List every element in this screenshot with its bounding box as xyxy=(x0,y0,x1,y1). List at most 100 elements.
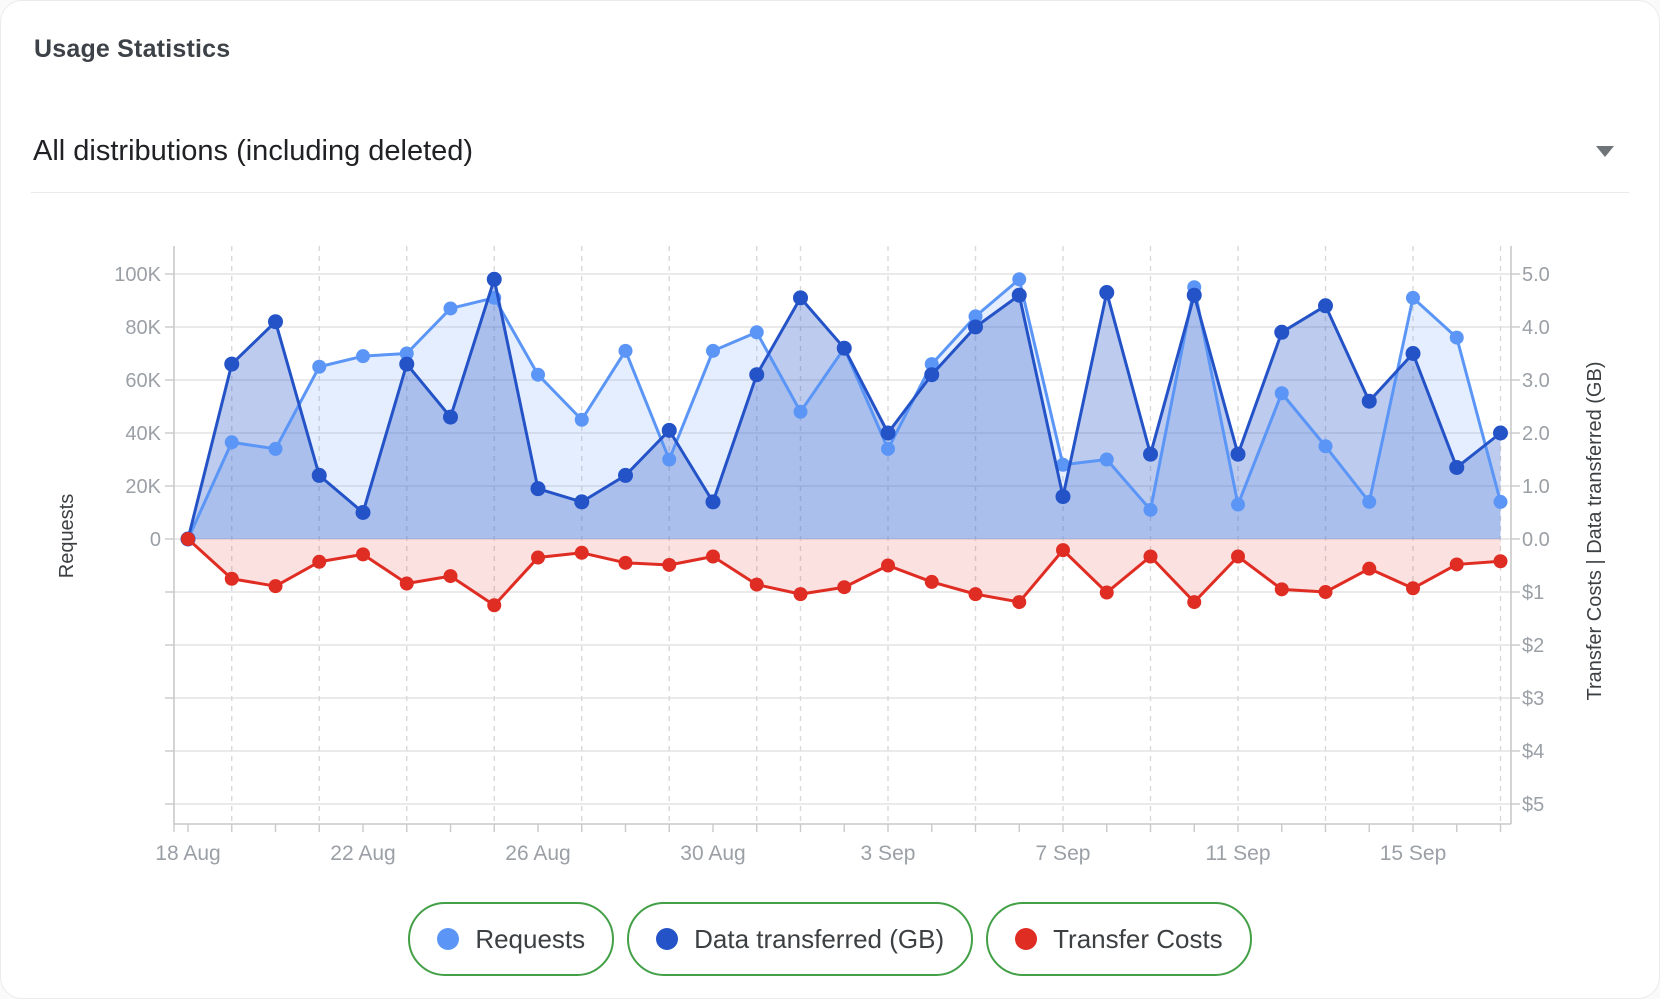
data-point xyxy=(574,494,590,510)
requests-series-dot-icon xyxy=(437,928,460,950)
svg-text:26 Aug: 26 Aug xyxy=(505,842,570,865)
data-point xyxy=(1274,324,1290,340)
chevron-down-icon xyxy=(1596,146,1614,157)
data-point xyxy=(1493,494,1508,509)
data-point xyxy=(181,532,195,546)
data-point xyxy=(443,409,458,425)
data-point xyxy=(968,319,983,335)
legend-item-requests[interactable]: Requests xyxy=(408,902,615,976)
legend-label-requests: Requests xyxy=(475,923,586,954)
svg-text:15 Sep: 15 Sep xyxy=(1380,842,1447,865)
svg-text:$1: $1 xyxy=(1522,582,1544,604)
svg-text:22 Aug: 22 Aug xyxy=(330,842,395,865)
data-point xyxy=(618,343,633,358)
data-point xyxy=(1405,346,1421,361)
data-point xyxy=(837,580,852,595)
series-transfer-costs xyxy=(181,532,1508,613)
data-transferred-series-dot-icon xyxy=(656,928,679,950)
data-point xyxy=(574,412,589,427)
svg-text:$3: $3 xyxy=(1522,688,1544,710)
data-point xyxy=(749,577,764,592)
data-point xyxy=(1099,452,1114,467)
data-point xyxy=(1449,557,1464,572)
svg-text:3 Sep: 3 Sep xyxy=(861,842,916,865)
data-point xyxy=(1449,330,1464,345)
chart-legend: Requests Data transferred (GB) Transfer … xyxy=(1,902,1659,976)
data-point xyxy=(1274,582,1289,597)
legend-label-transfer-costs: Transfer Costs xyxy=(1053,923,1223,954)
svg-text:2.0: 2.0 xyxy=(1522,423,1550,445)
data-point xyxy=(1056,543,1070,558)
data-point xyxy=(312,359,327,374)
svg-text:0.0: 0.0 xyxy=(1522,529,1550,551)
data-point xyxy=(1187,595,1202,610)
data-point xyxy=(924,574,939,589)
svg-text:11 Sep: 11 Sep xyxy=(1206,842,1271,865)
data-point xyxy=(706,549,720,564)
svg-text:30 Aug: 30 Aug xyxy=(680,842,745,865)
data-point xyxy=(312,554,327,569)
data-point xyxy=(399,576,414,591)
header-divider xyxy=(31,192,1629,193)
data-point xyxy=(749,367,765,383)
series-areas xyxy=(188,279,1501,606)
svg-text:3.0: 3.0 xyxy=(1522,370,1550,392)
data-point xyxy=(530,481,546,497)
data-point xyxy=(268,314,283,330)
data-point xyxy=(662,452,677,467)
svg-text:100K: 100K xyxy=(114,264,161,286)
page-title: Usage Statistics xyxy=(34,35,231,63)
svg-text:18 Aug: 18 Aug xyxy=(155,842,220,865)
data-point xyxy=(1231,549,1245,564)
data-point xyxy=(793,587,808,602)
data-point xyxy=(1231,497,1245,512)
data-point xyxy=(224,356,240,372)
data-point xyxy=(1318,585,1333,599)
data-point xyxy=(443,569,458,584)
data-point xyxy=(399,346,414,361)
data-point xyxy=(1493,554,1508,569)
left-axis-title: Requests xyxy=(56,494,78,579)
data-point xyxy=(880,425,896,441)
legend-item-data-transferred[interactable]: Data transferred (GB) xyxy=(627,902,974,976)
data-point xyxy=(531,367,545,382)
svg-text:40K: 40K xyxy=(125,423,161,445)
data-point xyxy=(355,505,371,520)
data-point xyxy=(881,558,895,573)
series-data-transferred xyxy=(180,271,1508,547)
data-point xyxy=(399,356,415,372)
axis-titles: Requests Transfer Costs | Data transferre… xyxy=(56,362,1606,701)
data-point xyxy=(618,555,633,570)
svg-text:0: 0 xyxy=(150,529,161,551)
data-point xyxy=(705,494,721,510)
data-point xyxy=(1056,457,1070,472)
data-point xyxy=(1099,285,1115,301)
data-point xyxy=(268,441,283,456)
data-point xyxy=(224,571,239,586)
data-point xyxy=(1011,287,1027,303)
legend-label-data-transferred: Data transferred (GB) xyxy=(694,923,945,954)
data-point xyxy=(1012,595,1027,610)
distribution-dropdown[interactable]: All distributions (including deleted) xyxy=(33,125,1614,177)
data-point xyxy=(1012,272,1027,287)
data-point xyxy=(224,435,239,450)
data-point xyxy=(443,301,458,316)
distribution-dropdown-value: All distributions (including deleted) xyxy=(33,135,474,167)
right-axis-title: Transfer Costs | Data transferred (GB) xyxy=(1584,362,1606,701)
data-point xyxy=(1406,581,1420,596)
svg-text:80K: 80K xyxy=(125,317,161,339)
data-point xyxy=(968,587,983,602)
legend-item-transfer-costs[interactable]: Transfer Costs xyxy=(986,902,1252,976)
svg-text:5.0: 5.0 xyxy=(1522,264,1550,286)
data-point xyxy=(311,467,327,483)
data-point xyxy=(793,404,808,419)
data-point xyxy=(1186,287,1202,303)
data-point xyxy=(968,309,983,324)
data-point xyxy=(1143,446,1158,462)
data-point xyxy=(1055,489,1071,505)
data-point xyxy=(749,325,764,340)
axes xyxy=(165,246,1520,832)
svg-text:$4: $4 xyxy=(1522,741,1544,763)
